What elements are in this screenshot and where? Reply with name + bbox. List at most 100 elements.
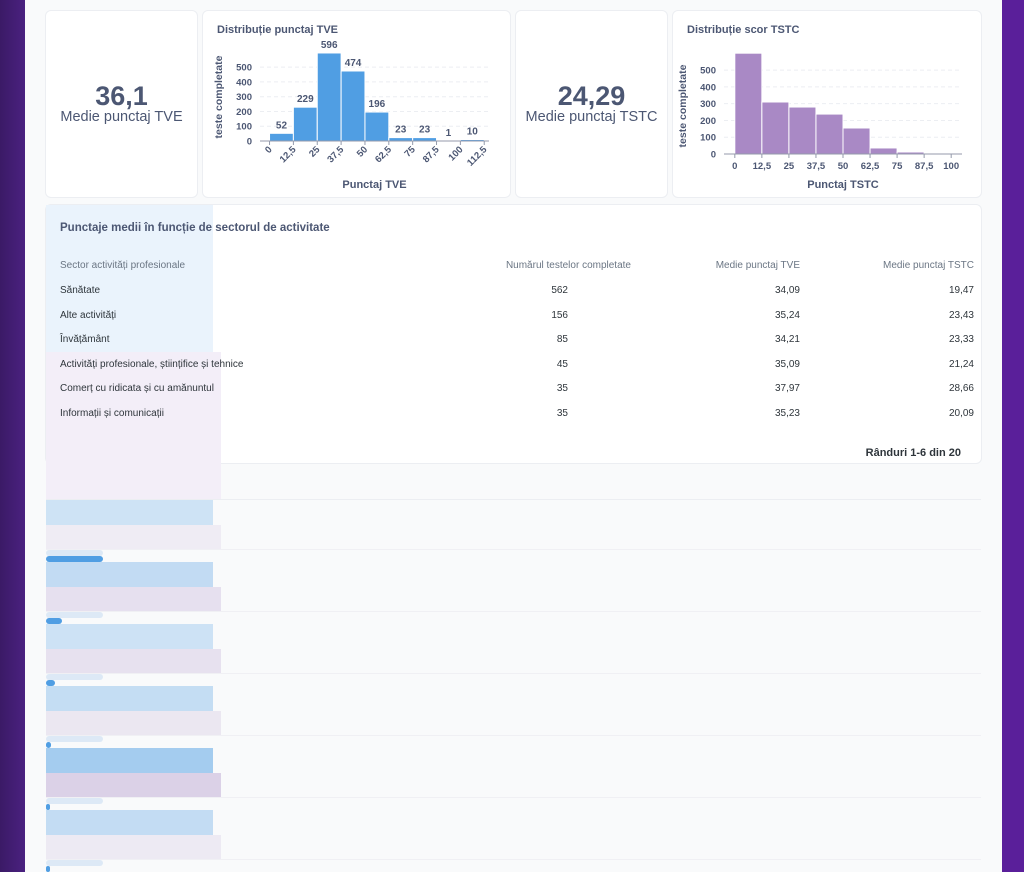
- column-header[interactable]: Medie punctaj TVE: [716, 260, 800, 271]
- cell: 35: [557, 383, 568, 394]
- data-label: 10: [467, 127, 479, 138]
- data-label: 474: [345, 58, 362, 69]
- cell-bg: [46, 587, 221, 612]
- data-label: 23: [395, 125, 407, 136]
- bar: [762, 102, 789, 154]
- x-tick-label: 62,5: [373, 144, 394, 165]
- x-tick-label: 87,5: [915, 161, 934, 172]
- cell-bg: [46, 624, 213, 649]
- row-rule: [46, 549, 981, 550]
- kpi-label: Medie punctaj TVE: [46, 109, 197, 125]
- bar: [735, 53, 762, 154]
- x-tick-label: 62,5: [861, 161, 880, 172]
- y-axis-label: teste completate: [677, 64, 689, 147]
- x-tick-label: 37,5: [325, 144, 346, 165]
- y-tick-label: 400: [236, 77, 252, 88]
- x-tick-label: 50: [838, 161, 849, 172]
- y-tick-label: 300: [700, 99, 716, 110]
- x-tick-label: 75: [892, 161, 903, 172]
- y-tick-label: 500: [700, 66, 716, 77]
- y-tick-label: 100: [700, 133, 716, 144]
- bar-track: [46, 674, 103, 680]
- bar-track: [46, 736, 103, 742]
- data-label: 196: [369, 99, 386, 110]
- cell: 85: [557, 334, 568, 345]
- cell: 156: [551, 310, 568, 321]
- y-tick-label: 400: [700, 82, 716, 93]
- data-label: 23: [419, 125, 431, 136]
- column-header[interactable]: Sector activități profesionale: [60, 260, 185, 271]
- cell: 35: [557, 408, 568, 419]
- cell: Comerț cu ridicata și cu amănuntul: [60, 383, 214, 394]
- y-tick-label: 100: [236, 122, 252, 133]
- cell-bg: [46, 649, 221, 674]
- y-tick-label: 0: [247, 137, 252, 148]
- bar: [341, 71, 365, 141]
- cell: 34,09: [775, 285, 800, 296]
- kpi-value: 24,29: [516, 81, 667, 112]
- cell: 19,47: [949, 285, 974, 296]
- cell: 45: [557, 359, 568, 370]
- table-card: Punctaje medii în funcție de sectorul de…: [45, 204, 982, 464]
- cell: Sănătate: [60, 285, 100, 296]
- cell: 35,24: [775, 310, 800, 321]
- data-label: 229: [297, 94, 314, 105]
- footer: Rânduri 1-6 din 20: [866, 447, 961, 459]
- bar: [413, 138, 437, 141]
- bar: [389, 138, 413, 141]
- bar: [293, 107, 317, 141]
- bar: [843, 128, 870, 154]
- cell-bg: [46, 500, 213, 525]
- cell-bg: [46, 773, 221, 798]
- y-tick-label: 200: [700, 116, 716, 127]
- x-tick-label: 50: [355, 144, 370, 159]
- cell: Alte activități: [60, 310, 116, 321]
- table-title: Punctaje medii în funcție de sectorul de…: [60, 222, 330, 234]
- cell: 35,09: [775, 359, 800, 370]
- x-tick-label: 0: [732, 161, 737, 172]
- cell: Învățământ: [60, 334, 109, 345]
- x-tick-label: 100: [447, 144, 466, 163]
- bar: [270, 133, 294, 141]
- bar: [816, 114, 843, 154]
- cell: 562: [551, 285, 568, 296]
- y-tick-label: 500: [236, 63, 252, 74]
- bar: [789, 107, 816, 154]
- cell-bg: [46, 748, 213, 773]
- x-tick-label: 25: [784, 161, 795, 172]
- x-tick-label: 112,5: [465, 144, 490, 169]
- data-label: 1: [446, 128, 452, 139]
- cell-bg: [46, 711, 221, 736]
- cell: 34,21: [775, 334, 800, 345]
- row-rule: [46, 611, 981, 612]
- cell: 37,97: [775, 383, 800, 394]
- cell-bg: [46, 835, 221, 860]
- data-label: 596: [321, 40, 338, 51]
- cell-bg: [46, 686, 213, 711]
- col-bg: [46, 352, 221, 499]
- kpi-label: Medie punctaj TSTC: [516, 109, 667, 125]
- column-header[interactable]: Medie punctaj TSTC: [883, 260, 974, 271]
- x-axis-label: Punctaj TSTC: [807, 179, 879, 191]
- cell-bg: [46, 525, 221, 550]
- x-tick-label: 12,5: [753, 161, 772, 172]
- cell: 20,09: [949, 408, 974, 419]
- dashboard: 36,1 Medie punctaj TVE Distribuție punct…: [0, 0, 1024, 452]
- x-tick-label: 87,5: [421, 144, 442, 165]
- bar-track: [46, 798, 103, 804]
- column-header[interactable]: Numărul testelor completate: [506, 260, 631, 271]
- bar: [46, 866, 50, 872]
- bar-track: [46, 860, 103, 866]
- cell: 21,24: [949, 359, 974, 370]
- bar: [870, 148, 897, 154]
- cell: 28,66: [949, 383, 974, 394]
- cell: 23,33: [949, 334, 974, 345]
- x-tick-label: 75: [403, 144, 419, 160]
- y-tick-label: 300: [236, 92, 252, 103]
- bar: [317, 53, 341, 141]
- cell: Activități profesionale, științifice și …: [60, 359, 243, 370]
